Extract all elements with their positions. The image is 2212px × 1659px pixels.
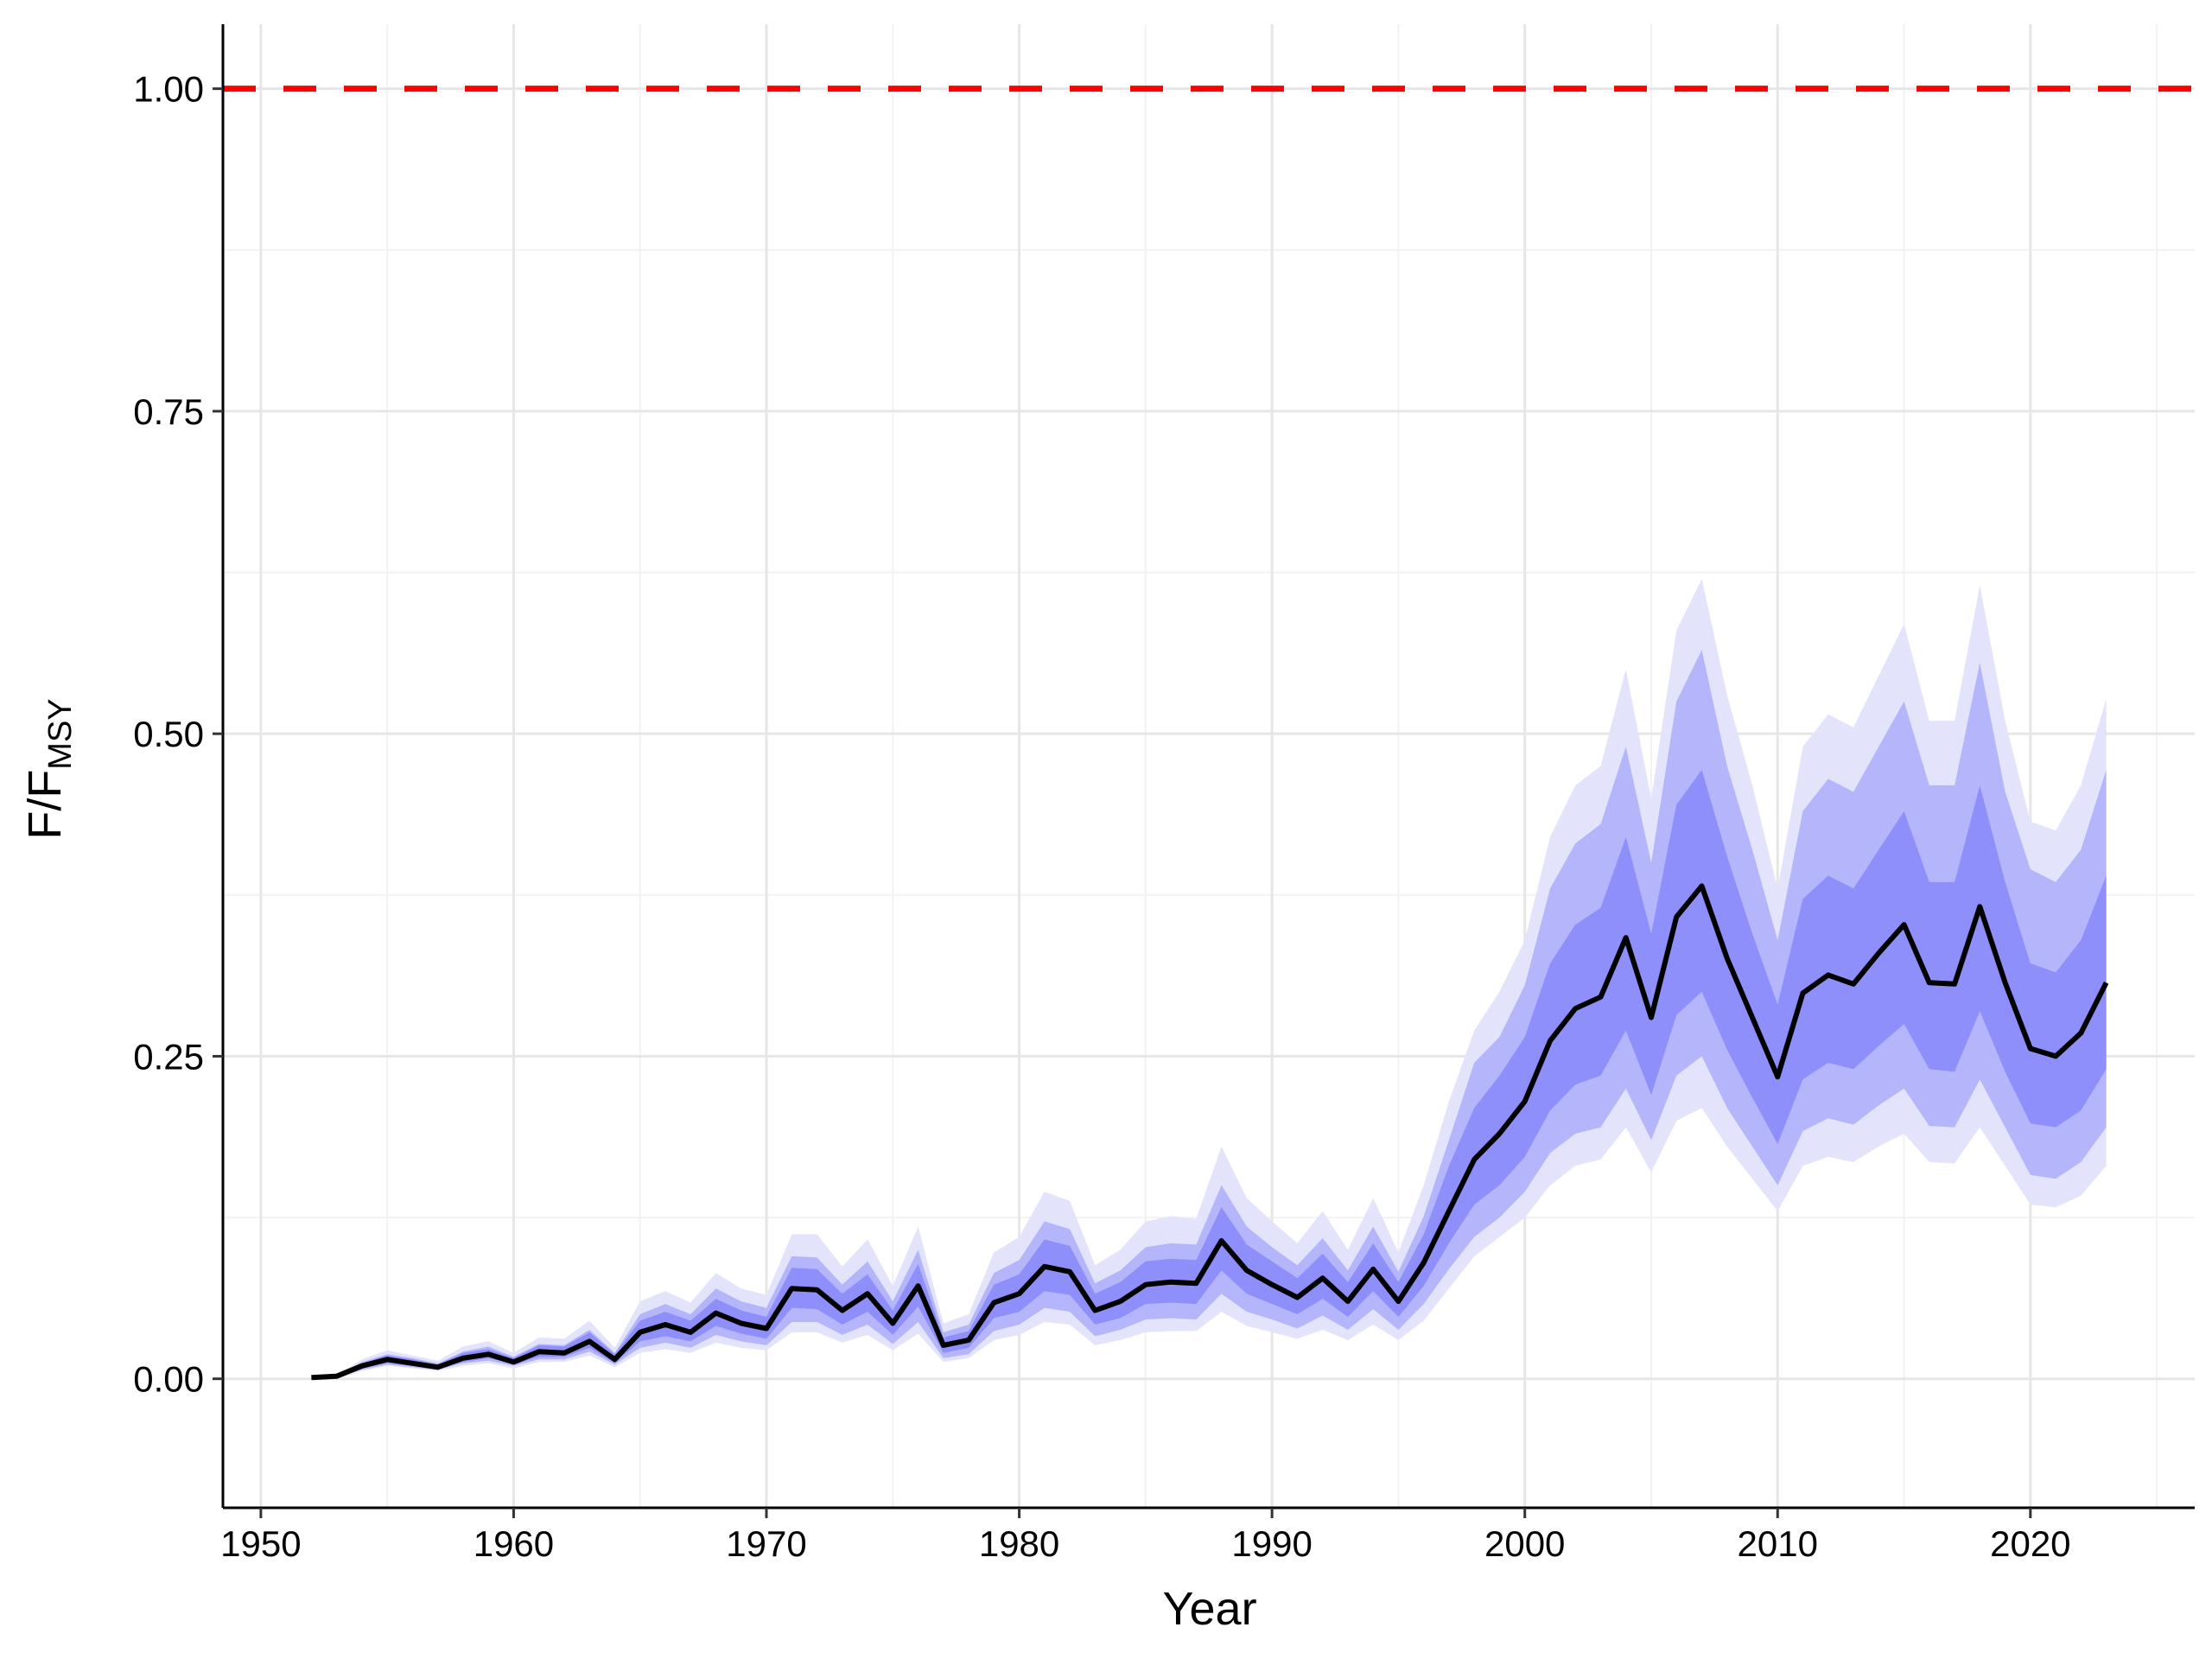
x-tick-label: 1980 [979,1523,1059,1564]
median-line [311,883,2109,1381]
y-axis-title-main: F/F [19,770,71,840]
y-axis-title-subscript: MSY [42,698,79,769]
axes [213,24,2195,1518]
y-tick-label: 0.25 [133,1036,204,1077]
median-line-group [311,883,2109,1381]
x-tick-label: 2010 [1738,1523,1818,1564]
x-tick-label: 2000 [1484,1523,1565,1564]
y-tick-label: 0.00 [133,1359,204,1400]
x-tick-label: 1970 [726,1523,806,1564]
x-tick-label: 2020 [1990,1523,2070,1564]
x-tick-label: 1950 [220,1523,301,1564]
band-inner [311,770,2107,1378]
y-tick-label: 1.00 [133,69,204,110]
y-axis-title: F/FMSY [19,698,79,839]
x-tick-label: 1960 [474,1523,554,1564]
y-tick-label: 0.75 [133,391,204,432]
band-outer [311,579,2107,1379]
x-tick-label: 1990 [1231,1523,1312,1564]
y-tick-label: 0.50 [133,714,204,754]
grid-major [223,24,2195,1508]
x-axis-title: Year [1162,1583,1256,1635]
uncertainty-bands [311,579,2107,1379]
tick-labels: 1950 1960 1970 1980 1990 2000 2010 2020 0.00 0.25… [133,69,2070,1564]
band-middle [311,650,2107,1379]
